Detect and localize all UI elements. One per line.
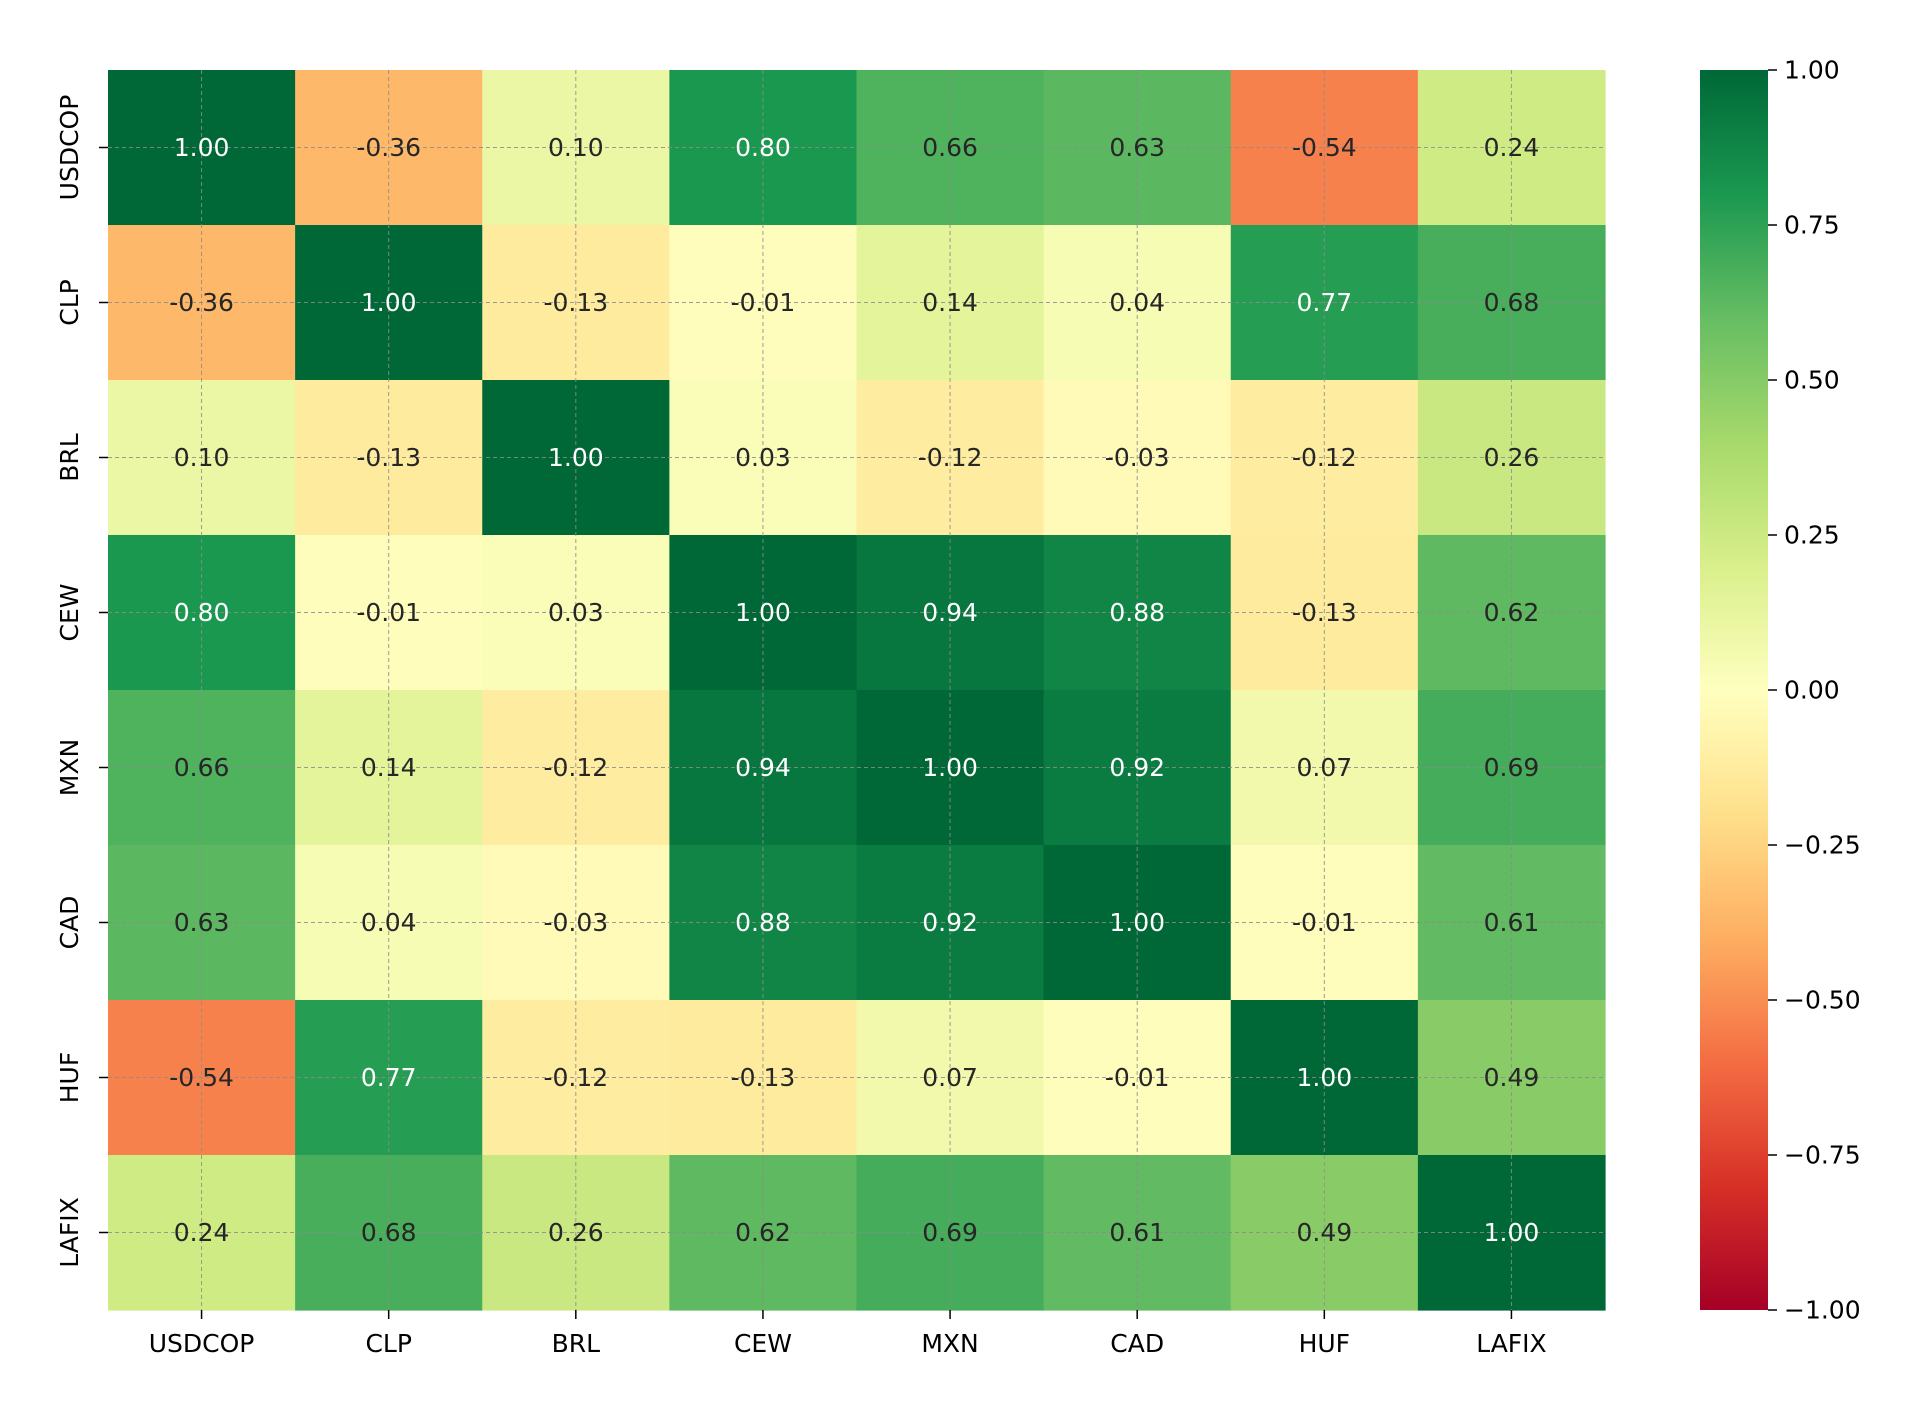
heatmap-cells [108, 70, 1606, 1311]
y-tick-label-lafix: LAFIX [55, 1197, 84, 1267]
cell-value-label: 1.00 [548, 443, 604, 472]
cell-value-label: 1.00 [922, 753, 978, 782]
colorbar-tick-label: −0.75 [1784, 1141, 1861, 1170]
colorbar-tick-label: 1.00 [1784, 56, 1840, 85]
cell-value-label: -0.01 [1105, 1063, 1170, 1092]
cell-value-label: 0.04 [361, 908, 417, 937]
cell-value-label: -0.36 [169, 288, 234, 317]
cell-value-label: 0.61 [1484, 908, 1540, 937]
colorbar-tick-label: 0.50 [1784, 366, 1840, 395]
colorbar: 1.00 0.75 0.50 0.25 0.00 −0.25 −0.50 −0.75 −1.00 [1700, 56, 1861, 1325]
y-axis: USDCOP CLP BRL CEW MXN CAD HUF LAFIX [55, 95, 108, 1268]
cell-value-label: 0.88 [735, 908, 791, 937]
x-tick-label-clp: CLP [365, 1329, 411, 1358]
x-tick-label-cew: CEW [734, 1329, 792, 1358]
cell-value-label: 0.66 [922, 133, 978, 162]
x-tick-label-usdcop: USDCOP [149, 1329, 255, 1358]
cell-value-label: -0.13 [543, 288, 608, 317]
cell-value-label: 0.77 [361, 1063, 417, 1092]
cell-value-label: 0.26 [548, 1218, 604, 1247]
colorbar-ticks: 1.00 0.75 0.50 0.25 0.00 −0.25 −0.50 −0.75 −1.00 [1768, 56, 1861, 1325]
cell-value-label: 0.03 [735, 443, 791, 472]
cell-value-label: -0.12 [543, 753, 608, 782]
cell-value-label: 1.00 [1296, 1063, 1352, 1092]
cell-value-label: 0.62 [735, 1218, 791, 1247]
colorbar-gradient [1700, 70, 1768, 1310]
cell-value-label: 1.00 [735, 598, 791, 627]
y-tick-label-mxn: MXN [55, 739, 84, 796]
cell-value-label: 0.24 [174, 1218, 230, 1247]
cell-value-label: 0.92 [1109, 753, 1165, 782]
cell-value-label: 1.00 [174, 133, 230, 162]
cell-value-label: 0.63 [174, 908, 230, 937]
cell-value-label: 0.69 [922, 1218, 978, 1247]
colorbar-tick-label: −0.50 [1784, 986, 1861, 1015]
x-tick-label-cad: CAD [1110, 1329, 1164, 1358]
y-tick-label-usdcop: USDCOP [55, 95, 84, 201]
x-tick-label-mxn: MXN [921, 1329, 978, 1358]
cell-value-label: 1.00 [1484, 1218, 1540, 1247]
cell-value-label: 0.77 [1296, 288, 1352, 317]
y-tick-label-huf: HUF [55, 1052, 84, 1103]
cell-value-label: 0.07 [1296, 753, 1352, 782]
colorbar-tick-label: −1.00 [1784, 1296, 1861, 1325]
cell-value-label: -0.13 [731, 1063, 796, 1092]
cell-value-label: 1.00 [1109, 908, 1165, 937]
cell-value-label: 0.24 [1484, 133, 1540, 162]
cell-value-label: 0.14 [922, 288, 978, 317]
cell-value-label: 0.14 [361, 753, 417, 782]
cell-value-label: 0.94 [922, 598, 978, 627]
cell-value-label: 0.68 [361, 1218, 417, 1247]
y-tick-label-clp: CLP [55, 279, 84, 325]
cell-value-label: -0.01 [731, 288, 796, 317]
colorbar-tick-label: 0.25 [1784, 521, 1840, 550]
heatmap-grid [108, 70, 1605, 1310]
x-tick-label-huf: HUF [1299, 1329, 1350, 1358]
cell-value-label: 0.07 [922, 1063, 978, 1092]
y-tick-label-cad: CAD [55, 896, 84, 950]
y-tick-label-cew: CEW [55, 584, 84, 642]
cell-value-label: 0.61 [1109, 1218, 1165, 1247]
cell-value-label: 0.80 [174, 598, 230, 627]
cell-value-label: 0.62 [1484, 598, 1540, 627]
x-axis: USDCOP CLP BRL CEW MXN CAD HUF LAFIX [149, 1310, 1547, 1358]
cell-value-label: 0.63 [1109, 133, 1165, 162]
cell-value-label: -0.54 [169, 1063, 234, 1092]
cell-value-label: -0.12 [1292, 443, 1357, 472]
colorbar-tick-label: −0.25 [1784, 831, 1861, 860]
cell-value-label: 0.10 [174, 443, 230, 472]
colorbar-tick-label: 0.75 [1784, 211, 1840, 240]
x-tick-label-brl: BRL [552, 1329, 601, 1358]
y-tick-label-brl: BRL [55, 433, 84, 482]
cell-value-label: -0.36 [356, 133, 421, 162]
cell-value-label: 0.80 [735, 133, 791, 162]
cell-value-label: 0.66 [174, 753, 230, 782]
cell-value-label: -0.03 [1105, 443, 1170, 472]
cell-value-label: 0.92 [922, 908, 978, 937]
heatmap-cell-labels: 1.00 -0.36 0.10 0.80 0.66 0.63 -0.54 0.24 -0.36 1… [169, 133, 1539, 1247]
cell-value-label: -0.01 [1292, 908, 1357, 937]
cell-value-label: 0.88 [1109, 598, 1165, 627]
cell-value-label: 0.68 [1484, 288, 1540, 317]
cell-value-label: -0.12 [543, 1063, 608, 1092]
cell-value-label: -0.01 [356, 598, 421, 627]
cell-value-label: 0.49 [1296, 1218, 1352, 1247]
cell-value-label: 1.00 [361, 288, 417, 317]
cell-value-label: 0.49 [1484, 1063, 1540, 1092]
cell-value-label: 0.10 [548, 133, 604, 162]
cell-value-label: 0.03 [548, 598, 604, 627]
cell-value-label: 0.26 [1484, 443, 1540, 472]
cell-value-label: -0.13 [356, 443, 421, 472]
cell-value-label: 0.69 [1484, 753, 1540, 782]
cell-value-label: 0.94 [735, 753, 791, 782]
cell-value-label: 0.04 [1109, 288, 1165, 317]
cell-value-label: -0.12 [918, 443, 983, 472]
cell-value-label: -0.54 [1292, 133, 1357, 162]
colorbar-tick-label: 0.00 [1784, 676, 1840, 705]
x-tick-label-lafix: LAFIX [1476, 1329, 1546, 1358]
cell-value-label: -0.13 [1292, 598, 1357, 627]
cell-value-label: -0.03 [543, 908, 608, 937]
